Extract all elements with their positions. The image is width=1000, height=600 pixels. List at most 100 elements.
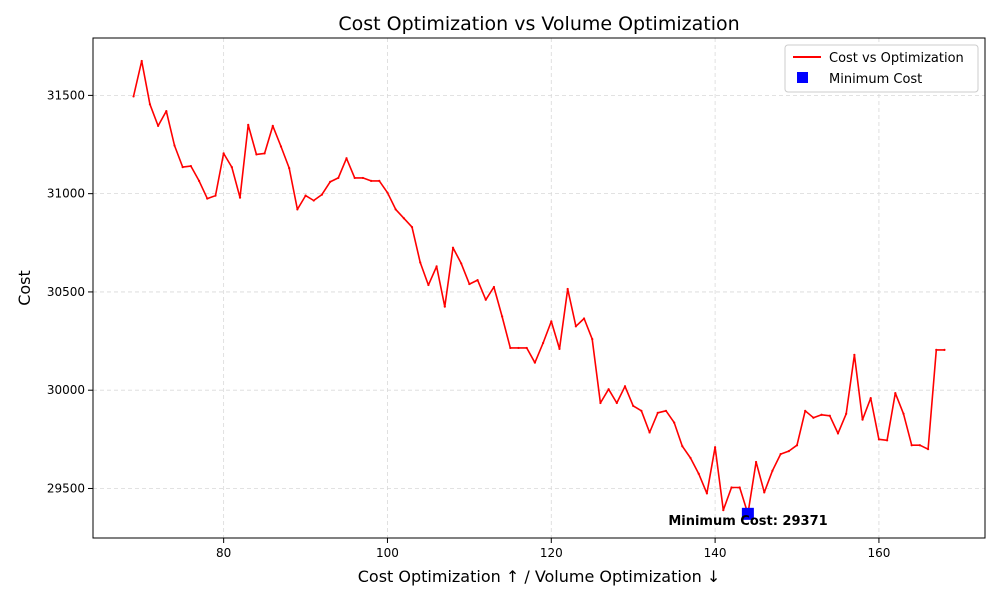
- cost-point: [754, 460, 758, 464]
- cost-point: [632, 404, 635, 408]
- cost-point: [558, 347, 561, 351]
- cost-line: [132, 60, 945, 515]
- cost-point: [828, 414, 831, 417]
- cost-point: [886, 439, 889, 442]
- axis-ticks: 80 100 120 140 160 29500 30000 30500 31000 31500: [47, 88, 891, 560]
- cost-point: [402, 217, 405, 220]
- y-axis-title: Cost: [15, 270, 34, 306]
- cost-point: [222, 152, 225, 155]
- y-tick-label: 31000: [47, 187, 85, 201]
- cost-point: [820, 413, 823, 416]
- cost-point: [935, 348, 938, 352]
- cost-point: [189, 165, 192, 168]
- cost-point: [304, 194, 307, 197]
- y-tick-label: 30000: [47, 383, 85, 397]
- cost-point: [566, 287, 569, 291]
- cost-point: [861, 418, 864, 421]
- cost-point: [533, 361, 537, 364]
- cost-point: [394, 208, 397, 211]
- legend-label-minimum: Minimum Cost: [829, 72, 922, 87]
- cost-point: [443, 305, 446, 308]
- plot-frame: [92, 37, 986, 539]
- x-tick-label: 140: [704, 546, 727, 560]
- cost-point: [894, 392, 897, 395]
- cost-point: [681, 445, 684, 448]
- plot-area: [93, 38, 985, 538]
- cost-point: [435, 265, 438, 268]
- cost-point: [320, 193, 324, 196]
- cost-point: [140, 59, 143, 63]
- cost-point: [664, 409, 668, 412]
- cost-point: [615, 401, 618, 405]
- cost-point: [410, 225, 414, 229]
- x-tick-label: 160: [867, 546, 890, 560]
- x-tick-label: 100: [376, 546, 399, 560]
- cost-point: [574, 325, 577, 328]
- cost-point: [312, 199, 315, 202]
- cost-point: [599, 401, 602, 405]
- cost-point: [197, 179, 201, 182]
- cost-point: [173, 144, 176, 147]
- cost-point: [738, 486, 741, 489]
- cost-point: [943, 348, 946, 352]
- minimum-cost-annotation: Minimum Cost: 29371: [668, 514, 827, 529]
- cost-point: [689, 456, 692, 460]
- cost-point: [673, 421, 676, 424]
- cost-point: [771, 469, 774, 472]
- cost-point: [877, 438, 881, 441]
- x-tick-label: 80: [216, 546, 231, 560]
- cost-point: [181, 166, 184, 169]
- cost-point: [206, 197, 209, 200]
- cost-point: [795, 444, 799, 447]
- cost-point: [353, 176, 356, 180]
- legend-marker-swatch: [797, 72, 808, 83]
- minimum-cost-marker: [741, 507, 754, 520]
- cost-point: [648, 431, 651, 434]
- cost-point: [263, 152, 266, 155]
- cost-point: [910, 444, 913, 447]
- cost-point: [714, 446, 717, 449]
- cost-point: [255, 153, 258, 156]
- cost-point: [427, 283, 430, 287]
- cost-point: [730, 486, 733, 489]
- cost-point: [763, 491, 766, 494]
- cost-point: [386, 191, 389, 194]
- cost-point: [214, 194, 217, 197]
- cost-point: [279, 145, 283, 148]
- cost-point: [157, 124, 160, 127]
- cost-point: [517, 346, 520, 350]
- cost-point: [541, 341, 545, 345]
- cost-point: [361, 176, 364, 180]
- cost-point: [476, 279, 479, 282]
- x-tick-label: 120: [540, 546, 563, 560]
- cost-point: [509, 346, 512, 350]
- cost-point: [640, 409, 643, 412]
- cost-point: [853, 353, 856, 356]
- cost-point: [271, 124, 274, 127]
- cost-point: [230, 166, 233, 169]
- data-series: [132, 59, 946, 520]
- cost-point: [337, 176, 340, 180]
- cost-point: [378, 179, 381, 182]
- cost-point: [812, 416, 815, 419]
- cost-point: [550, 320, 553, 323]
- cost-point: [165, 110, 168, 113]
- cost-point: [525, 346, 528, 350]
- chart-title: Cost Optimization vs Volume Optimization: [338, 13, 739, 35]
- cost-point: [492, 285, 496, 289]
- cost-point: [369, 179, 373, 182]
- cost-point: [419, 261, 422, 264]
- cost-point: [296, 208, 299, 211]
- cost-point: [582, 317, 586, 320]
- x-axis-title: Cost Optimization ↑ / Volume Optimizatio…: [358, 567, 721, 586]
- cost-point: [460, 262, 463, 265]
- cost-point: [238, 196, 242, 199]
- cost-point: [132, 95, 135, 98]
- legend-label-cost: Cost vs Optimization: [829, 51, 964, 66]
- cost-point: [926, 448, 930, 451]
- cost-point: [247, 123, 250, 126]
- cost-point: [468, 282, 471, 286]
- cost-point: [722, 508, 725, 512]
- cost-point: [656, 411, 659, 414]
- y-tick-label: 29500: [47, 481, 85, 495]
